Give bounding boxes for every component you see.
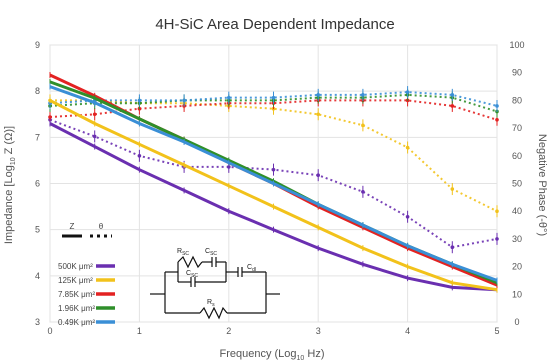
phase-point [48,115,52,119]
y-tick-label: 8 [35,86,40,96]
legend-style-z-label: Z [70,222,75,231]
y-axis-ticks: 3 4 5 6 7 8 9 [35,40,40,327]
phase-point [137,154,142,158]
phase-point [137,98,142,103]
circuit-label-c-right: Cdl [247,264,256,273]
legend-entry-label: 125K μm² [58,276,93,285]
circuit-label-c-mid: CSC [186,270,198,279]
y-tick-label: 9 [35,40,40,50]
circuit-label-c-top: CSC [205,248,217,257]
y-tick-label: 5 [35,225,40,235]
phase-point [495,237,499,241]
legend-entries: 500K μm² 125K μm² 7.85K μm² 1.96K μm² 0.49K … [58,262,115,327]
y2-tick-label: 70 [512,123,522,133]
x-axis-ticks: 0 1 2 3 4 5 [47,326,499,336]
phase-point [227,165,231,169]
legend-entry-label: 1.96K μm² [58,304,95,313]
phase-point [271,167,276,172]
y2-tick-label: 90 [512,68,522,78]
series-layer [48,72,499,293]
phase-point [405,90,410,94]
y2-tick-label: 30 [512,234,522,244]
x-tick-label: 2 [226,326,231,336]
phase-point [450,104,455,108]
x-tick-label: 1 [137,326,142,336]
y2-tick-label: 40 [512,206,522,216]
y-axis-label: Impedance [Log10 Z (Ω)] [3,126,17,244]
equivalent-circuit-inset [150,255,280,320]
chart-title: 4H-SiC Area Dependent Impedance [155,16,394,33]
phase-point [316,173,321,177]
phase-point [271,95,276,100]
phase-point [450,245,455,250]
y2-tick-label: 60 [512,151,522,161]
y2-tick-label: 10 [512,289,522,299]
y2-axis-label: Negative Phase (-θ°) [536,134,548,236]
y2-tick-label: 50 [512,179,522,189]
phase-point [495,117,499,122]
y-tick-label: 7 [35,132,40,142]
plot-grid [49,44,498,323]
x-axis-label: Frequency (Log10 Hz) [219,348,324,362]
phase-point [92,134,97,139]
x-tick-label: 3 [316,326,321,336]
phase-point [450,93,455,97]
legend-entry-label: 0.49K μm² [58,318,95,327]
legend-entry-label: 500K μm² [58,262,93,271]
y2-tick-label: 0 [514,317,519,327]
x-tick-label: 0 [47,326,52,336]
phase-point [227,95,231,100]
circuit-labels: RSC CSC CSC Cdl Rs [177,248,256,308]
phase-point [92,112,97,117]
phase-point [316,93,321,97]
circuit-label-r-top: RSC [177,248,189,257]
resistor-rsc-top [177,255,203,269]
legend-style-theta-label: θ [99,222,104,231]
phase-point [182,98,186,103]
phase-point [405,214,410,219]
y2-tick-label: 20 [512,262,522,272]
phase-point [361,190,365,194]
phase-point [495,209,499,213]
phase-point [495,104,499,108]
phase-point [361,93,365,97]
x-tick-label: 4 [405,326,410,336]
phase-point [405,145,410,150]
y2-tick-label: 100 [509,40,524,50]
phase-point [316,112,321,117]
x-tick-label: 5 [494,326,499,336]
resistor-rs [199,306,228,320]
y2-axis-ticks: 0 10 20 30 40 50 60 70 80 90 100 [509,40,524,327]
phase-point [450,187,455,191]
phase-point [361,123,365,128]
y2-tick-label: 80 [512,95,522,105]
phase-series-line [50,99,498,213]
y-tick-label: 6 [35,179,40,189]
y-tick-label: 4 [35,271,40,281]
circuit-label-r-bottom: Rs [207,299,215,308]
legend-entry-label: 7.85K μm² [58,290,95,299]
chart-legend: Z θ 500K μm² 125K μm² 7.85K μm² 1.96K μm² 0.… [58,222,115,327]
y-tick-label: 3 [35,317,40,327]
